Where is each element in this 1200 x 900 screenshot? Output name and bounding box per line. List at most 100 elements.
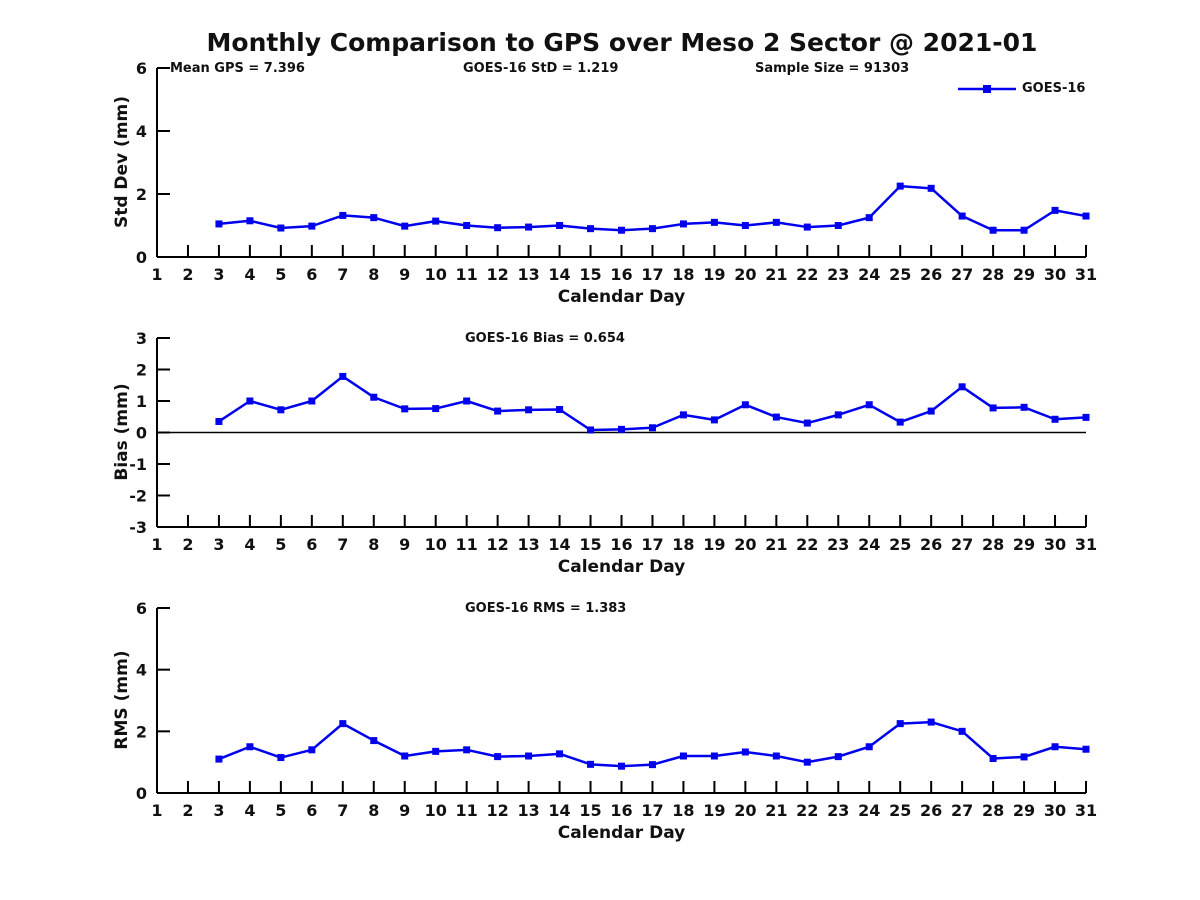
legend: GOES-16 bbox=[958, 81, 1085, 96]
svg-text:6: 6 bbox=[306, 535, 317, 554]
svg-text:4: 4 bbox=[244, 265, 255, 284]
svg-text:22: 22 bbox=[796, 265, 818, 284]
svg-text:24: 24 bbox=[858, 265, 880, 284]
svg-text:9: 9 bbox=[399, 535, 410, 554]
svg-text:14: 14 bbox=[548, 535, 570, 554]
svg-text:8: 8 bbox=[368, 535, 379, 554]
svg-text:0: 0 bbox=[136, 424, 147, 443]
svg-text:15: 15 bbox=[579, 535, 601, 554]
svg-text:5: 5 bbox=[275, 801, 286, 820]
svg-text:10: 10 bbox=[425, 535, 447, 554]
svg-text:18: 18 bbox=[672, 801, 694, 820]
svg-text:11: 11 bbox=[456, 801, 478, 820]
x-axis-label-3: Calendar Day bbox=[557, 823, 686, 843]
svg-text:-1: -1 bbox=[129, 455, 147, 474]
legend-line-marker-icon bbox=[958, 84, 1016, 93]
svg-text:6: 6 bbox=[136, 59, 147, 78]
svg-text:0: 0 bbox=[136, 248, 147, 267]
svg-text:31: 31 bbox=[1075, 265, 1097, 284]
svg-text:30: 30 bbox=[1044, 801, 1066, 820]
svg-text:27: 27 bbox=[951, 535, 973, 554]
svg-text:14: 14 bbox=[548, 265, 570, 284]
svg-text:16: 16 bbox=[610, 265, 632, 284]
svg-text:14: 14 bbox=[548, 801, 570, 820]
svg-text:17: 17 bbox=[641, 801, 663, 820]
svg-text:25: 25 bbox=[889, 801, 911, 820]
svg-text:13: 13 bbox=[517, 535, 539, 554]
svg-text:7: 7 bbox=[337, 265, 348, 284]
svg-text:13: 13 bbox=[517, 265, 539, 284]
svg-text:30: 30 bbox=[1044, 265, 1066, 284]
annotation-goes16-bias: GOES-16 Bias = 0.654 bbox=[465, 331, 625, 346]
svg-text:4: 4 bbox=[136, 122, 147, 141]
annotation-goes16-rms: GOES-16 RMS = 1.383 bbox=[465, 601, 627, 616]
svg-text:29: 29 bbox=[1013, 801, 1035, 820]
svg-text:16: 16 bbox=[610, 801, 632, 820]
svg-text:6: 6 bbox=[136, 599, 147, 618]
svg-text:5: 5 bbox=[275, 265, 286, 284]
svg-text:15: 15 bbox=[579, 801, 601, 820]
legend-label: GOES-16 bbox=[1022, 81, 1086, 96]
svg-text:17: 17 bbox=[641, 535, 663, 554]
svg-text:3: 3 bbox=[213, 535, 224, 554]
svg-text:3: 3 bbox=[136, 329, 147, 348]
svg-text:12: 12 bbox=[487, 801, 509, 820]
svg-text:17: 17 bbox=[641, 265, 663, 284]
annotation-goes16-std: GOES-16 StD = 1.219 bbox=[463, 61, 619, 76]
svg-text:10: 10 bbox=[425, 265, 447, 284]
svg-text:28: 28 bbox=[982, 535, 1004, 554]
svg-text:18: 18 bbox=[672, 535, 694, 554]
svg-text:16: 16 bbox=[610, 535, 632, 554]
svg-text:20: 20 bbox=[734, 535, 756, 554]
svg-text:23: 23 bbox=[827, 801, 849, 820]
svg-text:11: 11 bbox=[456, 265, 478, 284]
svg-text:9: 9 bbox=[399, 801, 410, 820]
svg-text:19: 19 bbox=[703, 801, 725, 820]
svg-text:27: 27 bbox=[951, 265, 973, 284]
svg-text:25: 25 bbox=[889, 535, 911, 554]
svg-text:21: 21 bbox=[765, 265, 787, 284]
svg-text:18: 18 bbox=[672, 265, 694, 284]
svg-text:11: 11 bbox=[456, 535, 478, 554]
svg-text:27: 27 bbox=[951, 801, 973, 820]
svg-text:0: 0 bbox=[136, 784, 147, 803]
svg-text:5: 5 bbox=[275, 535, 286, 554]
svg-text:28: 28 bbox=[982, 801, 1004, 820]
svg-text:2: 2 bbox=[136, 185, 147, 204]
svg-text:12: 12 bbox=[487, 265, 509, 284]
svg-text:10: 10 bbox=[425, 801, 447, 820]
svg-text:31: 31 bbox=[1075, 535, 1097, 554]
svg-text:8: 8 bbox=[368, 265, 379, 284]
svg-text:9: 9 bbox=[399, 265, 410, 284]
svg-text:22: 22 bbox=[796, 535, 818, 554]
svg-text:21: 21 bbox=[765, 535, 787, 554]
svg-text:1: 1 bbox=[136, 392, 147, 411]
annotation-sample-size: Sample Size = 91303 bbox=[755, 61, 910, 76]
svg-text:1: 1 bbox=[151, 265, 162, 284]
svg-text:7: 7 bbox=[337, 801, 348, 820]
chart-title: Monthly Comparison to GPS over Meso 2 Se… bbox=[206, 28, 1038, 57]
svg-text:29: 29 bbox=[1013, 535, 1035, 554]
svg-text:6: 6 bbox=[306, 265, 317, 284]
svg-text:23: 23 bbox=[827, 535, 849, 554]
svg-text:29: 29 bbox=[1013, 265, 1035, 284]
svg-text:19: 19 bbox=[703, 265, 725, 284]
svg-text:21: 21 bbox=[765, 801, 787, 820]
svg-text:1: 1 bbox=[151, 801, 162, 820]
svg-text:25: 25 bbox=[889, 265, 911, 284]
svg-text:26: 26 bbox=[920, 535, 942, 554]
svg-text:12: 12 bbox=[487, 535, 509, 554]
svg-text:-2: -2 bbox=[129, 487, 147, 506]
svg-text:2: 2 bbox=[136, 722, 147, 741]
svg-text:13: 13 bbox=[517, 801, 539, 820]
svg-text:3: 3 bbox=[213, 265, 224, 284]
svg-text:22: 22 bbox=[796, 801, 818, 820]
svg-text:20: 20 bbox=[734, 801, 756, 820]
svg-text:20: 20 bbox=[734, 265, 756, 284]
svg-text:2: 2 bbox=[182, 265, 193, 284]
svg-text:6: 6 bbox=[306, 801, 317, 820]
svg-text:2: 2 bbox=[136, 361, 147, 380]
svg-text:15: 15 bbox=[579, 265, 601, 284]
svg-text:4: 4 bbox=[244, 801, 255, 820]
